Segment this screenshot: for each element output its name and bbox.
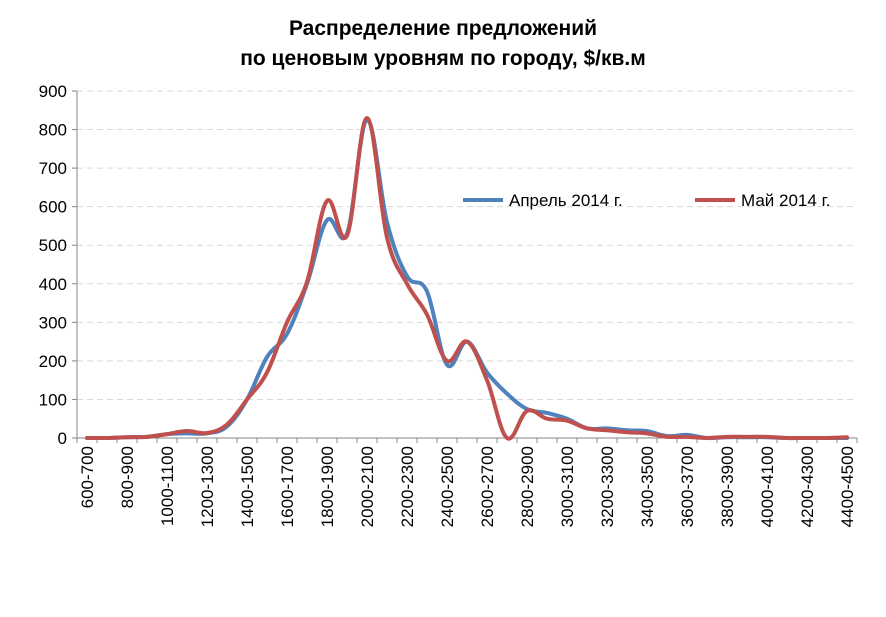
legend-label-1: Апрель 2014 г. bbox=[509, 191, 623, 210]
x-tick-label: 1000-1100 bbox=[158, 446, 177, 526]
x-tick-label: 4400-4500 bbox=[838, 446, 857, 527]
chart-title: Распределение предложений по ценовым уро… bbox=[0, 14, 886, 74]
y-tick-label: 300 bbox=[39, 313, 67, 332]
axes bbox=[72, 90, 858, 443]
x-tick-label: 2600-2700 bbox=[478, 446, 497, 527]
legend-label-2: Май 2014 г. bbox=[741, 191, 830, 210]
series-line-2 bbox=[85, 115, 849, 441]
x-tick-label: 800-900 bbox=[118, 446, 137, 508]
series-line-1 bbox=[85, 117, 849, 441]
x-tick-label: 2400-2500 bbox=[438, 446, 457, 527]
x-tick-label: 2000-2100 bbox=[358, 446, 377, 527]
y-tick-label: 900 bbox=[39, 82, 67, 101]
y-tick-label: 500 bbox=[39, 236, 67, 255]
x-tick-label: 1600-1700 bbox=[278, 446, 297, 527]
x-tick-label: 3400-3500 bbox=[638, 446, 657, 527]
y-tick-labels: 0 100 200 300 400 500 600 700 800 900 bbox=[39, 82, 67, 448]
x-tick-label: 2800-2900 bbox=[518, 446, 537, 527]
y-tick-label: 700 bbox=[39, 159, 67, 178]
x-tick-label: 1200-1300 bbox=[198, 446, 217, 527]
x-tick-label: 2200-2300 bbox=[398, 446, 417, 527]
x-tick-label: 1400-1500 bbox=[238, 446, 257, 527]
x-tick-label: 3200-3300 bbox=[598, 446, 617, 527]
series-lines bbox=[85, 115, 849, 441]
x-tick-label: 3800-3900 bbox=[718, 446, 737, 527]
y-tick-label: 0 bbox=[58, 429, 67, 448]
chart-title-line-1: Распределение предложений bbox=[288, 17, 598, 40]
x-tick-label: 3000-3100 bbox=[558, 446, 577, 527]
y-tick-label: 400 bbox=[39, 275, 67, 294]
chart-title-line-2: по ценовым уровням по городу, $/кв.м bbox=[240, 47, 646, 70]
grid-lines bbox=[77, 90, 857, 400]
x-tick-label: 3600-3700 bbox=[678, 446, 697, 527]
legend: Апрель 2014 г. Май 2014 г. bbox=[463, 191, 830, 210]
y-tick-label: 600 bbox=[39, 198, 67, 217]
y-tick-label: 200 bbox=[39, 352, 67, 371]
x-tick-label: 4000-4100 bbox=[758, 446, 777, 527]
x-tick-label: 4200-4300 bbox=[798, 446, 817, 527]
x-tick-label: 600-700 bbox=[78, 446, 97, 508]
y-tick-label: 100 bbox=[39, 390, 67, 409]
x-tick-labels: 600-700 800-900 1000-1100 1200-1300 1400-150… bbox=[78, 446, 857, 527]
x-tick-label: 1800-1900 bbox=[318, 446, 337, 527]
y-tick-label: 800 bbox=[39, 121, 67, 140]
